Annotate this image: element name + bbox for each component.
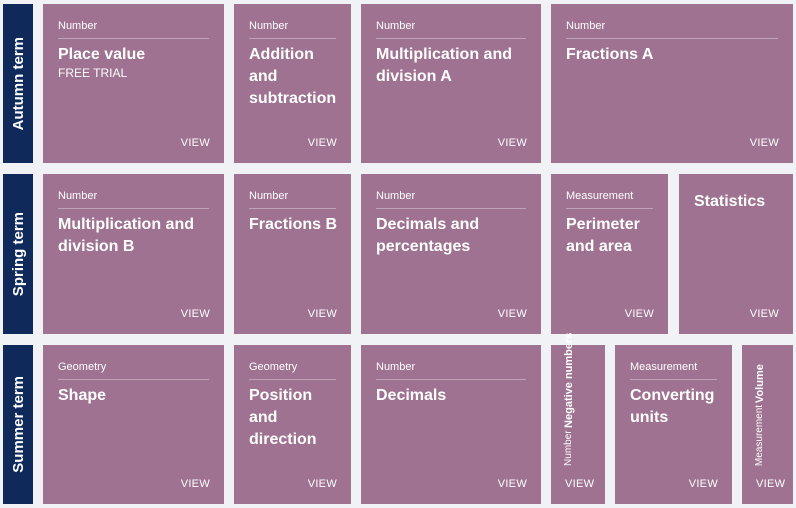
card-category: Number	[58, 190, 209, 209]
view-link[interactable]: VIEW	[180, 478, 210, 490]
card-category: Measurement	[630, 361, 717, 380]
card-title: Shape	[58, 387, 107, 404]
card-category: Number	[58, 20, 209, 39]
card-title: Fractions B	[249, 216, 338, 233]
view-link[interactable]: VIEW	[749, 137, 779, 149]
card-title: Multiplication and division A	[376, 46, 512, 85]
term-label-spring: Spring term	[3, 174, 33, 334]
term-label-summer-text: Summer term	[9, 376, 27, 473]
card-multiplication-division-a[interactable]: Number Multiplication and division A VIE…	[361, 4, 541, 163]
card-position-direction[interactable]: Geometry Position and direction VIEW	[234, 345, 351, 504]
card-vertical-text: Number Negative numbers	[563, 333, 575, 466]
view-link[interactable]: VIEW	[749, 308, 779, 320]
card-title: Converting units	[630, 387, 715, 426]
card-shape[interactable]: Geometry Shape VIEW	[43, 345, 224, 504]
card-converting-units[interactable]: Measurement Converting units VIEW	[615, 345, 732, 504]
view-link[interactable]: VIEW	[180, 137, 210, 149]
view-link[interactable]: VIEW	[307, 137, 337, 149]
card-category: Number	[566, 20, 778, 39]
card-title: Volume	[754, 363, 766, 403]
view-link[interactable]: VIEW	[565, 478, 595, 490]
card-title: Addition and subtraction	[249, 46, 337, 107]
card-decimals-percentages[interactable]: Number Decimals and percentages VIEW	[361, 174, 541, 334]
view-link[interactable]: VIEW	[497, 137, 527, 149]
card-category: Geometry	[249, 361, 336, 380]
card-category: Number	[376, 361, 526, 380]
card-title: Position and direction	[249, 387, 317, 448]
card-volume[interactable]: Measurement Volume VIEW	[742, 345, 793, 504]
view-link[interactable]: VIEW	[497, 478, 527, 490]
card-category: Measurement	[754, 404, 765, 466]
card-title: Decimals	[376, 387, 447, 404]
term-label-summer: Summer term	[3, 345, 33, 504]
term-label-autumn: Autumn term	[3, 4, 33, 163]
card-category: Number	[563, 430, 574, 466]
card-title: Fractions A	[566, 46, 654, 63]
card-category: Geometry	[58, 361, 209, 380]
card-title: Statistics	[694, 193, 766, 210]
card-statistics[interactable]: Statistics VIEW	[679, 174, 793, 334]
card-addition-subtraction[interactable]: Number Addition and subtraction VIEW	[234, 4, 351, 163]
card-title: Perimeter and area	[566, 216, 640, 255]
card-decimals[interactable]: Number Decimals VIEW	[361, 345, 541, 504]
card-category: Measurement	[566, 190, 653, 209]
card-category: Number	[376, 20, 526, 39]
card-fractions-b[interactable]: Number Fractions B VIEW	[234, 174, 351, 334]
card-category: Number	[249, 190, 336, 209]
view-link[interactable]: VIEW	[688, 478, 718, 490]
card-negative-numbers[interactable]: Number Negative numbers VIEW	[551, 333, 605, 504]
view-link[interactable]: VIEW	[624, 308, 654, 320]
view-link[interactable]: VIEW	[307, 478, 337, 490]
card-vertical-text: Measurement Volume	[754, 364, 766, 466]
view-link[interactable]: VIEW	[180, 308, 210, 320]
card-category: Number	[249, 20, 336, 39]
term-label-spring-text: Spring term	[9, 211, 27, 297]
term-label-autumn-text: Autumn term	[9, 36, 27, 131]
card-title: Multiplication and division B	[58, 216, 194, 255]
card-title: Decimals and percentages	[376, 216, 480, 255]
card-perimeter-area[interactable]: Measurement Perimeter and area VIEW	[551, 174, 668, 334]
card-category: Number	[376, 190, 526, 209]
card-title: Negative numbers	[563, 333, 575, 429]
card-badge-free-trial: FREE TRIAL	[58, 66, 128, 80]
card-multiplication-division-b[interactable]: Number Multiplication and division B VIE…	[43, 174, 224, 334]
view-link[interactable]: VIEW	[497, 308, 527, 320]
view-link[interactable]: VIEW	[756, 478, 786, 490]
card-fractions-a[interactable]: Number Fractions A VIEW	[551, 4, 793, 163]
view-link[interactable]: VIEW	[307, 308, 337, 320]
card-title: Place value	[58, 46, 146, 63]
card-place-value[interactable]: Number Place value FREE TRIAL VIEW	[43, 4, 224, 163]
